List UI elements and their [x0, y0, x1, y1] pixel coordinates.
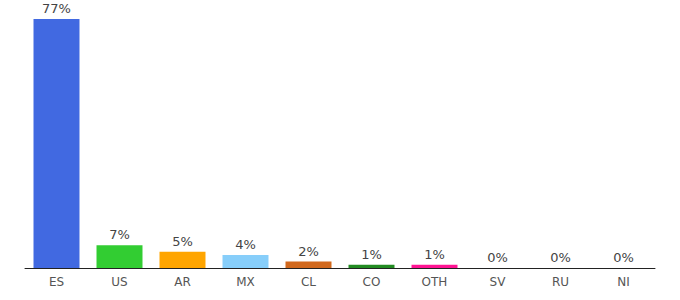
svg-text:MX: MX	[236, 275, 255, 289]
svg-text:77%: 77%	[42, 1, 71, 16]
svg-text:2%: 2%	[298, 244, 319, 259]
svg-text:NI: NI	[617, 275, 630, 289]
svg-text:1%: 1%	[361, 247, 382, 262]
svg-text:RU: RU	[552, 275, 569, 289]
svg-text:SV: SV	[490, 275, 507, 289]
svg-text:CL: CL	[301, 275, 316, 289]
svg-text:0%: 0%	[613, 250, 634, 265]
svg-text:OTH: OTH	[422, 275, 448, 289]
svg-text:ES: ES	[49, 275, 64, 289]
svg-text:AR: AR	[174, 275, 191, 289]
svg-text:4%: 4%	[235, 237, 256, 252]
svg-text:5%: 5%	[172, 234, 193, 249]
svg-text:0%: 0%	[487, 250, 508, 265]
svg-text:1%: 1%	[424, 247, 445, 262]
svg-text:US: US	[111, 275, 127, 289]
svg-text:0%: 0%	[550, 250, 571, 265]
svg-text:CO: CO	[363, 275, 381, 289]
svg-text:7%: 7%	[109, 227, 130, 242]
